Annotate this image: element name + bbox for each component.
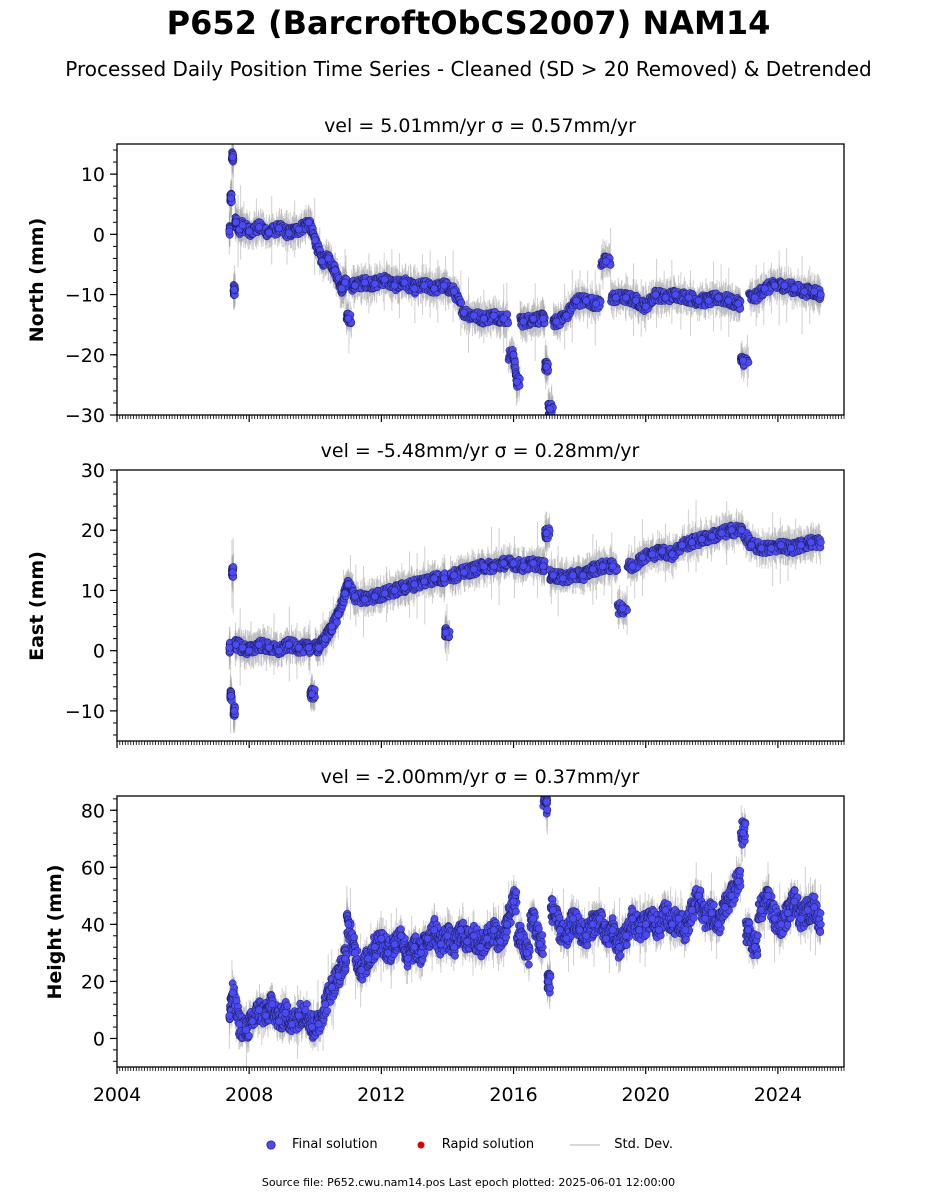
panel-north: −30 −20 −10 0 10 xyxy=(65,143,845,427)
ytick-label: −20 xyxy=(65,345,105,367)
ytick-label: 10 xyxy=(81,164,105,186)
data-point xyxy=(351,281,359,290)
time-series-figure: vel = 5.01mm/yr σ = 0.57mm/yr vel = -5.4… xyxy=(26,115,845,1106)
data-point xyxy=(529,314,538,323)
data-point xyxy=(245,227,254,236)
data-point xyxy=(750,293,759,302)
data-point xyxy=(562,311,571,320)
chart-subtitle: Processed Daily Position Time Series - C… xyxy=(65,57,872,81)
data-point xyxy=(460,308,468,317)
chart-title: P652 (BarcroftObCS2007) NAM14 xyxy=(166,4,771,42)
data-point xyxy=(324,254,333,263)
data-point xyxy=(499,314,508,323)
data-point xyxy=(513,378,521,386)
data-point xyxy=(704,296,713,305)
data-point xyxy=(651,290,660,299)
data-point xyxy=(318,257,326,266)
data-point xyxy=(440,281,448,290)
data-point xyxy=(631,296,640,305)
ylabel-east: East (mm) xyxy=(26,551,48,661)
data-point xyxy=(810,287,819,296)
final-solution-points-north xyxy=(225,148,825,415)
data-point xyxy=(380,275,389,284)
data-point xyxy=(227,194,235,203)
std-dev-bars-north xyxy=(228,144,822,415)
data-point xyxy=(344,314,353,323)
data-point xyxy=(739,356,748,365)
data-point xyxy=(504,319,512,328)
data-point xyxy=(694,296,703,305)
data-point xyxy=(255,223,263,231)
ylabel-height: Height (mm) xyxy=(44,864,66,999)
data-point xyxy=(360,278,369,287)
data-point xyxy=(542,362,551,371)
data-point xyxy=(734,299,743,308)
data-point xyxy=(602,257,610,266)
data-point xyxy=(304,218,313,227)
data-point xyxy=(714,293,723,302)
data-point xyxy=(546,405,554,413)
data-point xyxy=(790,284,799,293)
data-point xyxy=(592,299,601,308)
data-point xyxy=(780,281,789,290)
data-point xyxy=(519,317,528,326)
data-point xyxy=(390,281,399,290)
data-point xyxy=(275,224,283,233)
data-point xyxy=(539,314,548,323)
data-point xyxy=(470,311,478,320)
data-point xyxy=(724,296,733,305)
data-point xyxy=(457,298,466,307)
data-point xyxy=(800,287,809,296)
data-point xyxy=(684,293,693,302)
ytick-label: 0 xyxy=(93,224,105,246)
data-point xyxy=(337,284,346,293)
data-point xyxy=(410,284,419,293)
data-point xyxy=(671,290,680,299)
axes-frame-north xyxy=(116,143,845,416)
data-point xyxy=(265,228,273,237)
data-point xyxy=(572,296,581,305)
data-point xyxy=(225,227,234,236)
data-point xyxy=(479,314,488,323)
data-point xyxy=(817,290,825,299)
data-point xyxy=(450,287,458,296)
data-point xyxy=(420,281,429,290)
data-point xyxy=(238,221,247,230)
data-point xyxy=(370,279,379,288)
data-point xyxy=(294,225,303,234)
data-point xyxy=(489,311,498,320)
ytick-label: −10 xyxy=(65,285,105,307)
data-point xyxy=(582,296,591,305)
data-point xyxy=(770,281,779,290)
data-point xyxy=(400,278,409,287)
ytick-label: −30 xyxy=(65,405,105,427)
data-point xyxy=(760,284,769,293)
data-point xyxy=(311,236,320,245)
data-point xyxy=(622,293,630,302)
panel-title-north: vel = 5.01mm/yr σ = 0.57mm/yr xyxy=(324,115,636,137)
data-point xyxy=(661,293,670,302)
data-point xyxy=(232,218,240,227)
data-point xyxy=(284,229,293,237)
panel-title-height: vel = -2.00mm/yr σ = 0.37mm/yr xyxy=(321,766,640,788)
data-point xyxy=(509,350,518,359)
data-point xyxy=(430,284,439,293)
ylabel-north: North (mm) xyxy=(26,218,48,343)
data-point xyxy=(612,293,620,302)
data-point xyxy=(228,153,237,162)
data-point xyxy=(341,278,349,287)
data-point xyxy=(641,302,650,311)
data-point xyxy=(552,317,561,326)
data-point xyxy=(331,266,339,275)
data-point xyxy=(230,285,239,294)
panel-title-east: vel = -5.48mm/yr σ = 0.28mm/yr xyxy=(321,440,640,462)
